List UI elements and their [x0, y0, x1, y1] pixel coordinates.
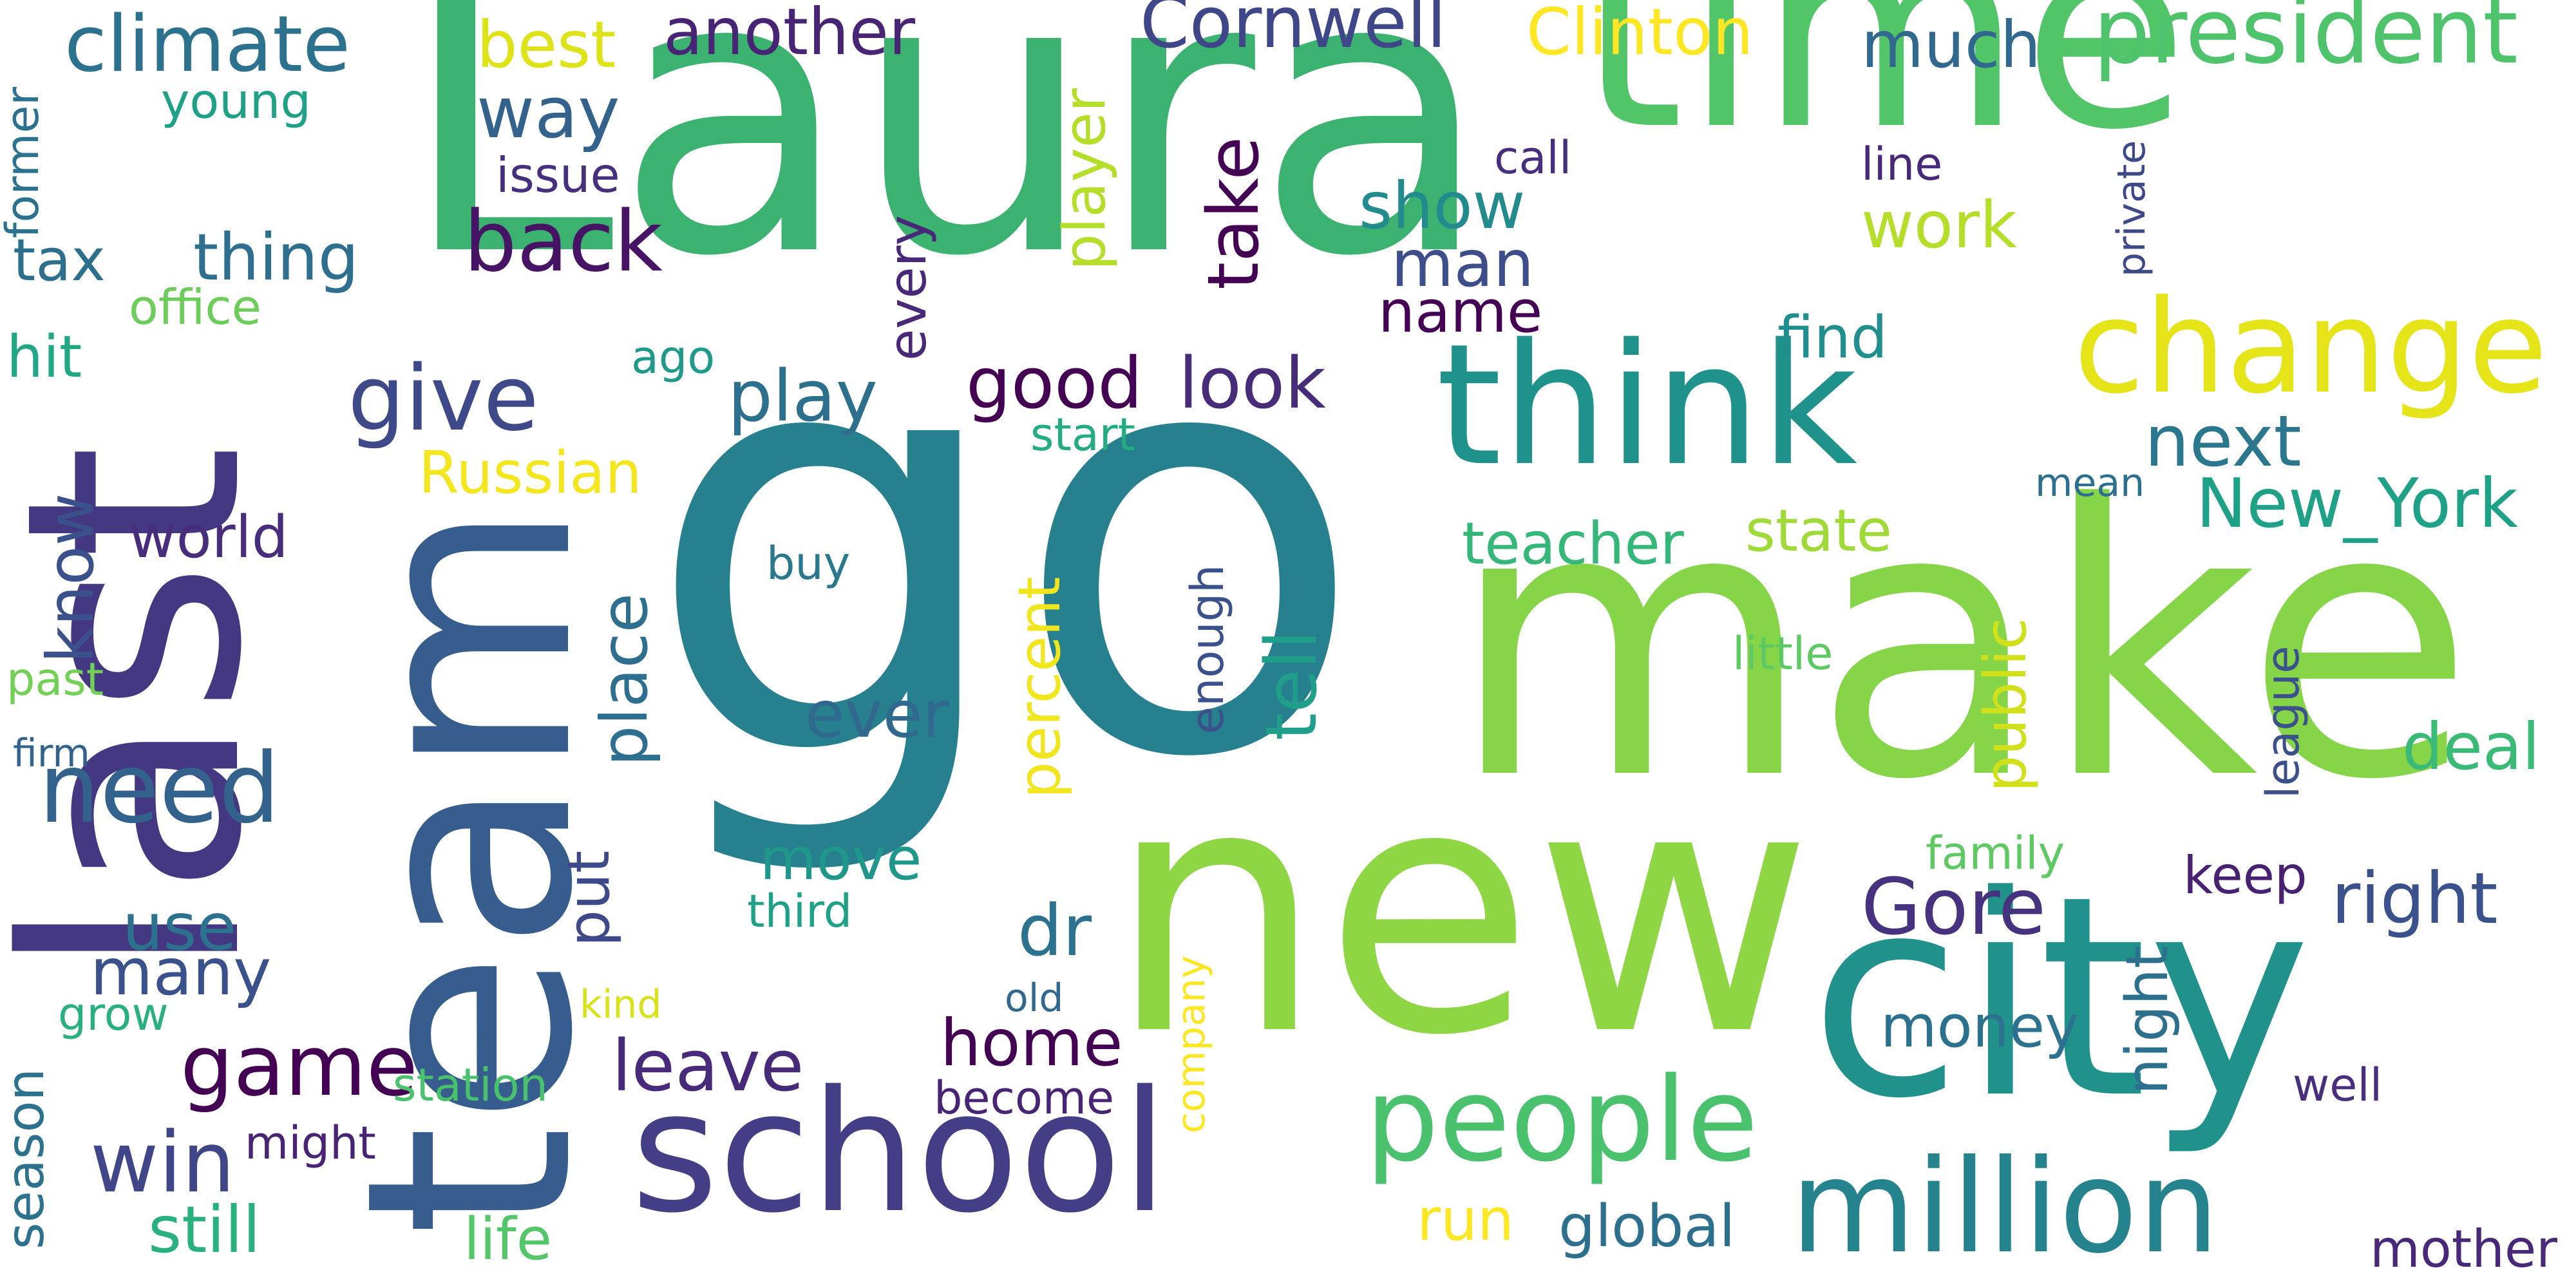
word-third: third [747, 885, 853, 938]
word-family: family [1926, 827, 2065, 880]
word-still: still [148, 1192, 261, 1267]
word-call: call [1494, 131, 1572, 184]
word-young: young [161, 73, 311, 129]
word-deal: deal [2402, 709, 2541, 784]
word-company: company [1169, 955, 1214, 1133]
word-money: money [1880, 993, 2079, 1061]
word-clinton: Clinton [1526, 0, 1754, 70]
word-win: win [90, 1113, 235, 1211]
word-game: game [180, 1017, 418, 1115]
word-enough: enough [1181, 564, 1234, 734]
word-every: every [878, 214, 938, 361]
word-next: next [2145, 400, 2302, 482]
word-league: league [2257, 645, 2309, 799]
word-play: play [728, 355, 878, 437]
word-make: make [1449, 426, 2475, 861]
word-start: start [1030, 408, 1136, 461]
word-right: right [2331, 857, 2498, 940]
word-leave: leave [612, 1025, 804, 1107]
word-man: man [1391, 226, 1535, 301]
word-season: season [0, 1068, 55, 1249]
word-world: world [129, 504, 289, 571]
word-place: place [587, 592, 662, 766]
word-grow: grow [58, 988, 169, 1041]
word-city: city [1810, 837, 2311, 1159]
word-change: change [2074, 272, 2548, 422]
word-find: find [1777, 304, 1888, 372]
word-station: station [393, 1059, 548, 1112]
word-much: much [1861, 7, 2041, 82]
word-new: new [1108, 712, 1814, 1110]
word-another: another [663, 0, 916, 70]
word-tax: tax [13, 227, 106, 294]
word-good: good [966, 342, 1143, 424]
word-ever: ever [805, 677, 949, 752]
word-way: way [477, 71, 620, 154]
word-keep: keep [2183, 846, 2307, 905]
word-many: many [90, 934, 272, 1010]
word-million: million [1790, 1132, 2220, 1282]
word-go: go [644, 210, 1367, 884]
word-president: president [2093, 0, 2518, 84]
word-dr: dr [1018, 889, 1092, 972]
word-think: think [1436, 308, 1858, 503]
word-look: look [1179, 342, 1326, 424]
word-might: might [245, 1117, 376, 1170]
word-office: office [129, 279, 261, 336]
word-tell: tell [1250, 630, 1332, 741]
word-work: work [1861, 187, 2017, 263]
word-school: school [631, 1056, 1168, 1250]
word-show: show [1359, 168, 1526, 243]
word-home: home [940, 1005, 1123, 1081]
word-back: back [464, 193, 663, 290]
word-use: use [122, 889, 237, 965]
word-run: run [1417, 1186, 1515, 1254]
word-hit: hit [6, 323, 82, 391]
word-time: time [1578, 0, 2189, 189]
word-become: become [934, 1072, 1115, 1124]
word-know: know [33, 493, 108, 663]
word-old: old [1005, 976, 1064, 1021]
word-kind: kind [580, 982, 662, 1027]
word-best: best [477, 7, 616, 82]
word-people: people [1365, 1053, 1759, 1188]
word-mother: mother [2370, 1219, 2558, 1279]
word-past: past [6, 653, 104, 706]
word-take: take [1192, 137, 1274, 290]
word-former: former [0, 86, 49, 238]
word-firm: firm [13, 731, 90, 776]
word-name: name [1378, 278, 1543, 346]
word-move: move [760, 826, 922, 893]
word-need: need [39, 733, 280, 845]
word-well: well [2293, 1059, 2383, 1112]
word-climate: climate [64, 0, 350, 90]
word-public: public [1972, 618, 2040, 792]
word-cornwell: Cornwell [1140, 0, 1446, 64]
word-player: player [1051, 88, 1119, 270]
word-put: put [555, 850, 623, 947]
word-laura: Laura [399, 0, 1492, 341]
word-night: night [2114, 945, 2181, 1095]
word-buy: buy [766, 537, 851, 590]
word-thing: thing [193, 220, 359, 295]
word-gore: Gore [1861, 863, 2046, 952]
word-teacher: teacher [1462, 510, 1684, 578]
word-life: life [464, 1206, 553, 1273]
word-global: global [1558, 1193, 1736, 1260]
word-russian: Russian [419, 439, 642, 507]
word-new-york: New_York [2196, 464, 2518, 543]
word-state: state [1745, 497, 1892, 565]
word-percent: percent [1006, 576, 1074, 799]
word-little: little [1732, 627, 1833, 680]
word-private: private [2109, 140, 2154, 277]
word-give: give [348, 346, 539, 451]
word-issue: issue [496, 147, 620, 204]
word-mean: mean [2035, 460, 2145, 506]
word-line: line [1861, 138, 1943, 191]
word-ago: ago [631, 331, 715, 384]
